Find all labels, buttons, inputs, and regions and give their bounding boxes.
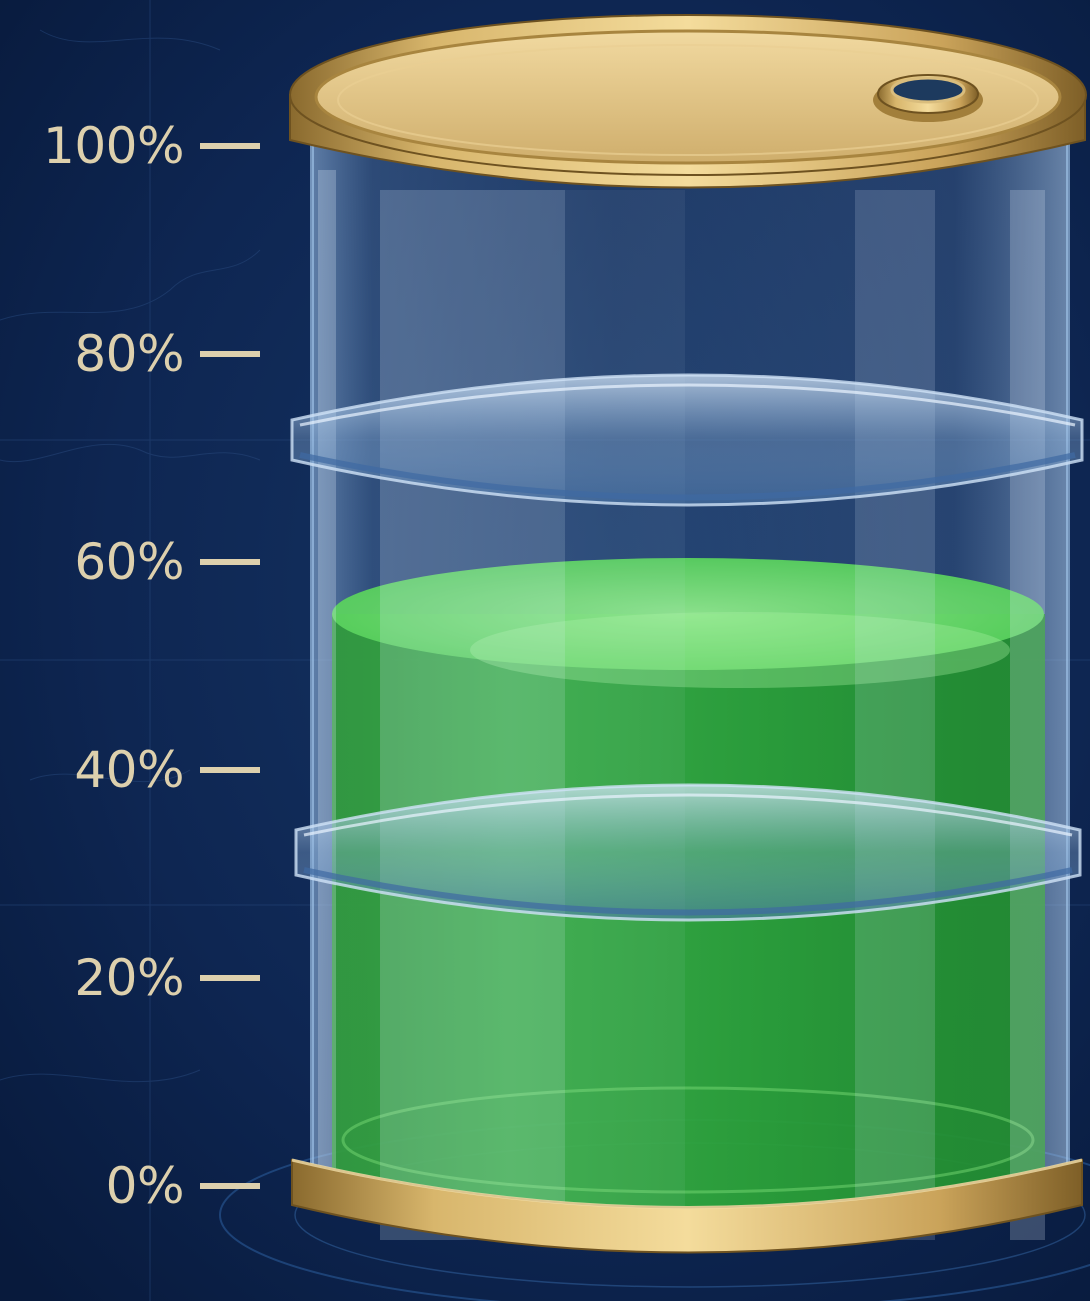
tick-label-0: 0% (105, 1157, 185, 1215)
tick-label-40: 40% (74, 741, 184, 799)
tick-label-60: 60% (74, 533, 184, 591)
tick-label-80: 80% (74, 325, 184, 383)
barrel-ring-upper (290, 373, 1084, 507)
barrel-bottom-rim (291, 1158, 1083, 1254)
barrel-ring-lower (294, 783, 1082, 922)
barrel (289, 14, 1087, 1254)
bung-cap-icon (873, 74, 983, 122)
tick-label-20: 20% (74, 949, 184, 1007)
barrel-lid (289, 14, 1087, 189)
level-scale (200, 143, 260, 1189)
liquid-surface (332, 558, 1044, 670)
tick-label-100: 100% (43, 117, 184, 175)
liquid-fill (332, 558, 1045, 1235)
